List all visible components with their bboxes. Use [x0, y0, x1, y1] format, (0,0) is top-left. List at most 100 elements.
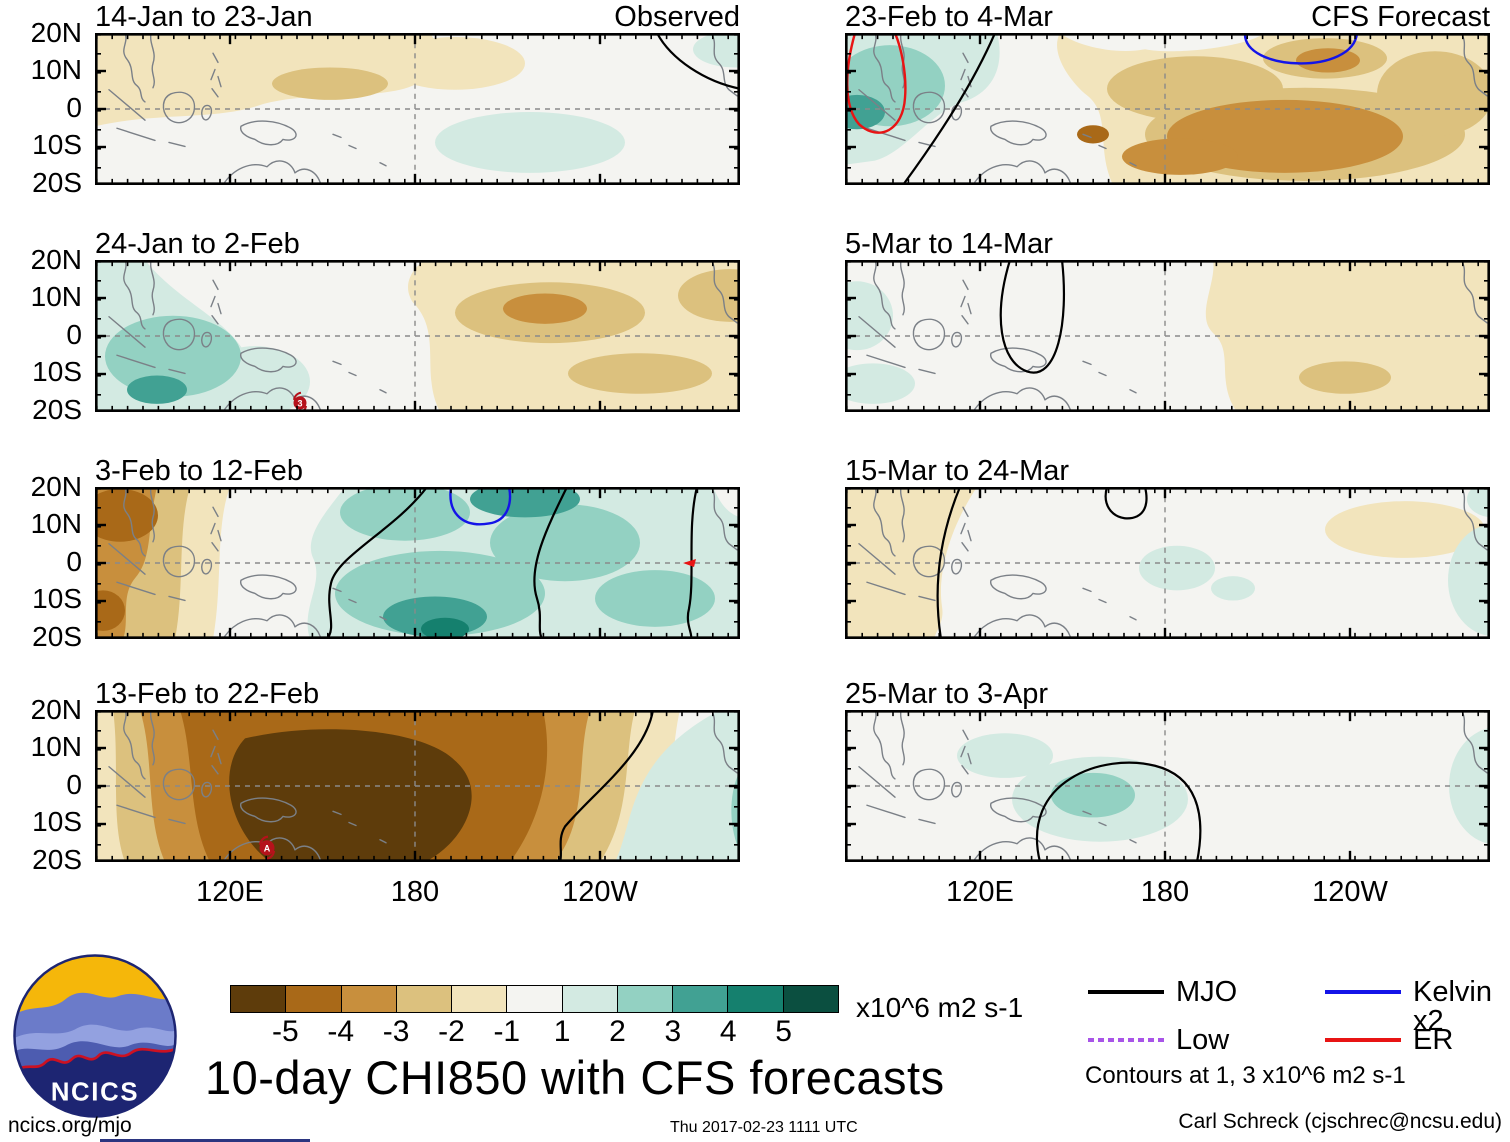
colorbar-swatch — [396, 986, 453, 1012]
lat-tick: 0 — [66, 92, 82, 123]
kelvin-contour — [449, 487, 512, 526]
map-frame — [95, 260, 740, 412]
lat-tick: 0 — [66, 769, 82, 800]
logo-text: NCICS — [51, 1079, 139, 1107]
panel-3-header: 3-Feb to 12-Feb — [95, 454, 740, 486]
map-panel-2: 3 — [95, 260, 740, 412]
map-panel-7 — [845, 487, 1490, 639]
mjo-contour — [936, 487, 962, 639]
lon-tick-left-120W: 120W — [562, 876, 638, 908]
panel-3-period: 3-Feb to 12-Feb — [95, 455, 303, 487]
legend-label-er: ER — [1413, 1024, 1454, 1056]
legend-line-er — [1325, 1038, 1401, 1042]
mjo-contour — [1104, 487, 1148, 520]
lon-tick-right-120W: 120W — [1312, 876, 1388, 908]
er-marker — [683, 558, 696, 568]
colorbar-tick: 4 — [719, 1015, 737, 1048]
map-frame — [845, 487, 1490, 639]
panel-5-header: 23-Feb to 4-Mar CFS Forecast — [845, 0, 1490, 32]
colorbar-tick: -1 — [493, 1015, 521, 1048]
colorbar-tick: 1 — [553, 1015, 571, 1048]
lat-tick: 20S — [32, 167, 82, 198]
anomaly-fields — [95, 260, 740, 412]
legend-label-low: Low — [1176, 1024, 1230, 1056]
mjo-contour — [326, 487, 428, 639]
lat-tick: 20N — [30, 471, 82, 502]
mjo-contour — [999, 260, 1065, 374]
colorbar-tick: -3 — [382, 1015, 410, 1048]
colorbar-swatch — [673, 986, 729, 1012]
panel-7-period: 15-Mar to 24-Mar — [845, 455, 1070, 487]
panel-1-corner-label: Observed — [614, 1, 740, 33]
colorbar-tick: -2 — [438, 1015, 465, 1048]
lat-tick: 20N — [30, 17, 82, 48]
footer-timestamp: Thu 2017-02-23 1111 UTC — [670, 1119, 858, 1136]
lon-tick-right-120E: 120E — [946, 876, 1014, 908]
svg-text:3: 3 — [297, 398, 302, 408]
colorbar-swatch — [341, 986, 397, 1012]
lat-tick: 20S — [32, 394, 82, 425]
anomaly-fields — [95, 710, 740, 862]
map-panel-4: A — [95, 710, 740, 862]
colorbar — [230, 985, 839, 1013]
map-panel-8 — [845, 710, 1490, 862]
panel-4-header: 13-Feb to 22-Feb — [95, 677, 740, 709]
legend-label-mjo: MJO — [1176, 976, 1238, 1008]
map-frame — [845, 33, 1490, 185]
map-frame — [845, 260, 1490, 412]
map-panel-5 — [845, 33, 1490, 185]
legend-label-kelvin: Kelvin x2 — [1413, 976, 1492, 1037]
ncics-logo: NCICS — [13, 954, 177, 1118]
lon-tick-left-180: 180 — [390, 876, 440, 908]
kelvin-contour — [1243, 33, 1359, 65]
map-panel-6 — [845, 260, 1490, 412]
map-frame — [845, 710, 1490, 862]
legend-line-mjo — [1088, 990, 1164, 994]
lat-tick: 10N — [30, 54, 82, 85]
panel-2-header: 24-Jan to 2-Feb — [95, 227, 740, 259]
mjo-contour — [558, 710, 655, 862]
mjo-contour — [686, 487, 699, 639]
lat-tick: 20N — [30, 694, 82, 725]
mjo-contour — [533, 487, 568, 639]
colorbar-tick: -4 — [327, 1015, 355, 1048]
colorbar-swatch — [231, 986, 287, 1012]
colorbar-swatch — [507, 986, 563, 1012]
lat-axis-row-1: 20N 10N 0 10S 20S — [2, 18, 88, 198]
mjo-contour — [902, 33, 997, 185]
panel-6-period: 5-Mar to 14-Mar — [845, 228, 1053, 260]
bottom-strip — [100, 1139, 310, 1142]
lat-axis-row-3: 20N 10N 0 10S 20S — [2, 472, 88, 652]
lat-tick: 0 — [66, 319, 82, 350]
lat-tick: 10S — [32, 806, 82, 837]
colorbar-swatch — [617, 986, 674, 1012]
lat-tick: 20S — [32, 844, 82, 875]
panel-5-corner-label: CFS Forecast — [1311, 1, 1490, 33]
legend-line-kelvin — [1325, 990, 1401, 994]
colorbar-swatch — [452, 986, 508, 1012]
lon-tick-left-120E: 120E — [196, 876, 264, 908]
lat-tick: 10N — [30, 731, 82, 762]
map-panel-3 — [95, 487, 740, 639]
panel-6-header: 5-Mar to 14-Mar — [845, 227, 1490, 259]
footer-url: ncics.org/mjo — [8, 1114, 132, 1137]
colorbar-swatch — [286, 986, 342, 1012]
lat-tick: 0 — [66, 546, 82, 577]
lat-tick: 10S — [32, 356, 82, 387]
colorbar-unit-label: x10^6 m2 s-1 — [856, 992, 1024, 1023]
footer-credit: Carl Schreck (cjschrec@ncsu.edu) — [1178, 1110, 1502, 1133]
panel-5-period: 23-Feb to 4-Mar — [845, 1, 1053, 33]
lat-tick: 10N — [30, 281, 82, 312]
lat-axis-row-4: 20N 10N 0 10S 20S — [2, 695, 88, 875]
gridlines — [845, 710, 1490, 862]
map-frame — [95, 487, 740, 639]
legend-line-low — [1088, 1038, 1164, 1042]
anomaly-fields — [95, 33, 740, 173]
panel-7-header: 15-Mar to 24-Mar — [845, 454, 1490, 486]
panel-2-period: 24-Jan to 2-Feb — [95, 228, 300, 260]
map-panel-1 — [95, 33, 740, 185]
lat-tick: 20S — [32, 621, 82, 652]
map-frame — [95, 710, 740, 862]
mjo-contour — [656, 33, 740, 90]
